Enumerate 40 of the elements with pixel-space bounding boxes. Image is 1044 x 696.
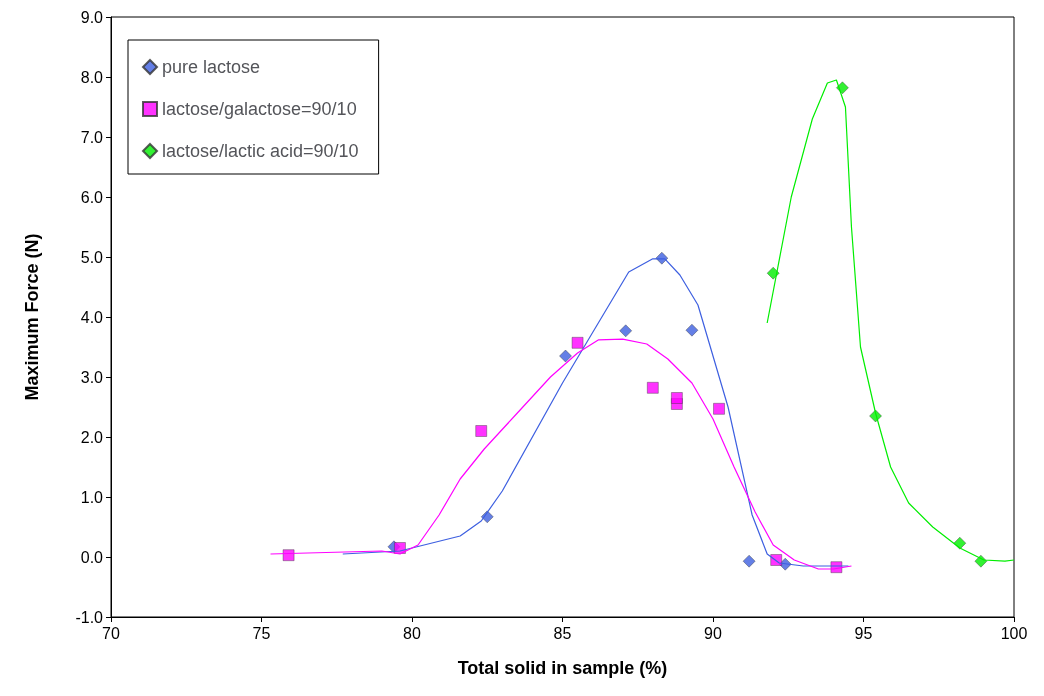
point [766,266,780,280]
y-axis-title: Maximum Force (N) [22,233,42,401]
point [571,337,584,349]
point [953,536,967,550]
x-tick-label: 100 [1000,624,1028,642]
point [481,510,494,524]
legend-label: pure lactose [162,57,261,77]
x-axis-title: Total solid in sample (%) [457,658,668,678]
x-tick-label: 75 [252,624,271,642]
y-tick-label: 3.0 [80,368,104,386]
point [713,403,725,415]
point [974,554,988,568]
y-tick-label: 0.0 [80,548,104,566]
x-tick-label: 90 [704,624,722,642]
x-tick-label: 95 [854,624,873,642]
point [282,549,295,561]
point [742,554,756,568]
legend-label: lactose/galactose=90/10 [162,99,357,119]
x-tick-label: 70 [102,624,120,642]
point [655,251,669,265]
x-tick-label: 80 [403,624,421,642]
y-tick-label: -1.0 [75,608,104,626]
point [619,324,632,338]
y-tick-label: 2.0 [80,428,104,446]
y-tick-label: 6.0 [80,188,104,206]
y-tick-label: 4.0 [80,308,104,326]
legend-label: lactose/lactic acid=90/10 [162,141,359,161]
point [647,382,659,394]
point [869,409,882,423]
point [685,323,699,337]
y-tick-label: 5.0 [80,248,104,266]
x-tick-label: 85 [553,624,572,642]
point [836,81,849,95]
y-tick-label: 8.0 [80,68,104,86]
point [671,392,683,404]
y-tick-label: 9.0 [80,8,104,26]
point [475,425,487,437]
point [559,349,572,363]
y-tick-label: 7.0 [80,128,104,146]
y-tick-label: 1.0 [80,488,104,506]
